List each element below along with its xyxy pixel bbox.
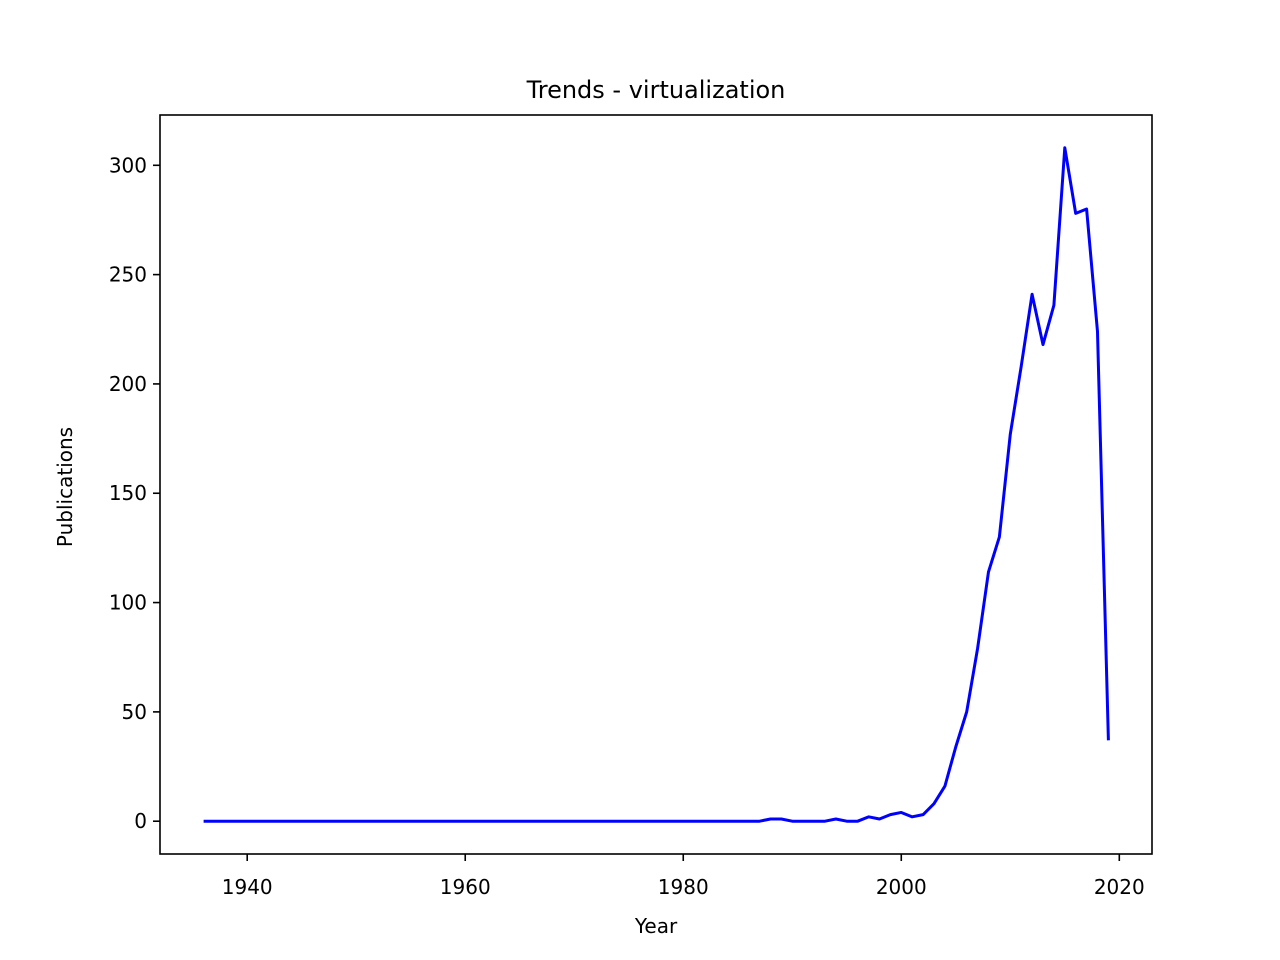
y-tick-label: 100	[109, 591, 147, 615]
x-tick-label: 2000	[876, 875, 927, 899]
series-line-0	[203, 146, 1110, 823]
y-tick-label: 300	[109, 153, 147, 177]
chart-title: Trends - virtualization	[526, 76, 786, 104]
x-tick-label: 1940	[222, 875, 273, 899]
x-tick-label: 1960	[440, 875, 491, 899]
y-axis-label: Publications	[53, 427, 77, 547]
x-tick-label: 1980	[658, 875, 709, 899]
x-tick-label: 2020	[1094, 875, 1145, 899]
x-axis-ticks: 1940 1960 1980 2000 2020	[222, 854, 1145, 899]
y-tick-label: 150	[109, 481, 147, 505]
y-tick-label: 50	[122, 700, 147, 724]
y-tick-label: 200	[109, 372, 147, 396]
axes-frame	[159, 114, 1153, 855]
x-axis-label: Year	[634, 914, 678, 938]
y-axis-ticks: 0 50 100 150 200 250 300	[109, 153, 160, 833]
plot-area	[203, 146, 1110, 823]
y-tick-label: 0	[134, 809, 147, 833]
y-tick-label: 250	[109, 263, 147, 287]
